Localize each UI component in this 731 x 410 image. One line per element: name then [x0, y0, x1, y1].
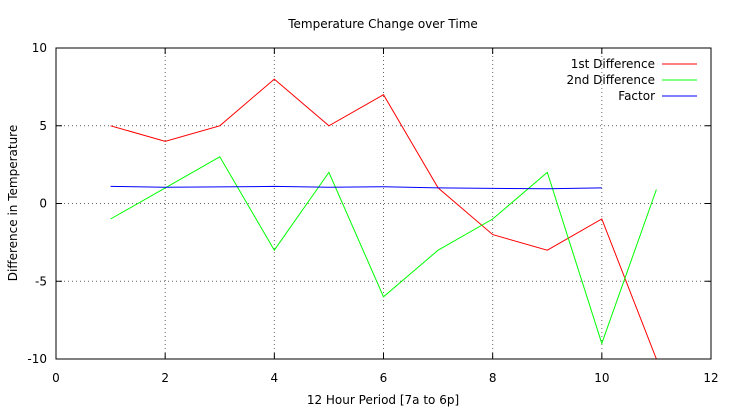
- legend: 1st Difference 2nd Difference Factor: [566, 57, 697, 103]
- plot-frame: [55, 47, 712, 360]
- y-tick-label: -5: [35, 274, 47, 288]
- y-axis-label: Difference in Temperature: [6, 125, 20, 281]
- series-line-1st-difference: [110, 78, 657, 359]
- y-tick-label: 10: [32, 41, 47, 55]
- x-tick-label: 0: [52, 371, 60, 385]
- series-line-factor: [110, 185, 602, 190]
- chart-title: Temperature Change over Time: [287, 17, 478, 31]
- y-tick-label: 5: [39, 119, 47, 133]
- x-tick-label: 4: [271, 371, 279, 385]
- legend-label-2nd-difference: 2nd Difference: [566, 73, 655, 87]
- x-tick-label: 6: [380, 371, 388, 385]
- series-line-2nd-difference: [110, 156, 657, 345]
- legend-label-1st-difference: 1st Difference: [571, 57, 655, 71]
- axis-ticks: 0 2 4 6 8 10 12 -10 -5 0 5 10: [27, 41, 718, 385]
- x-tick-label: 8: [489, 371, 497, 385]
- x-tick-label: 2: [161, 371, 169, 385]
- x-tick-label: 10: [594, 371, 609, 385]
- x-tick-label: 12: [703, 371, 718, 385]
- x-axis-label: 12 Hour Period [7a to 6p]: [307, 393, 459, 407]
- y-tick-label: -10: [27, 352, 47, 366]
- legend-label-factor: Factor: [618, 89, 655, 103]
- series-group: [110, 78, 657, 359]
- y-tick-label: 0: [39, 197, 47, 211]
